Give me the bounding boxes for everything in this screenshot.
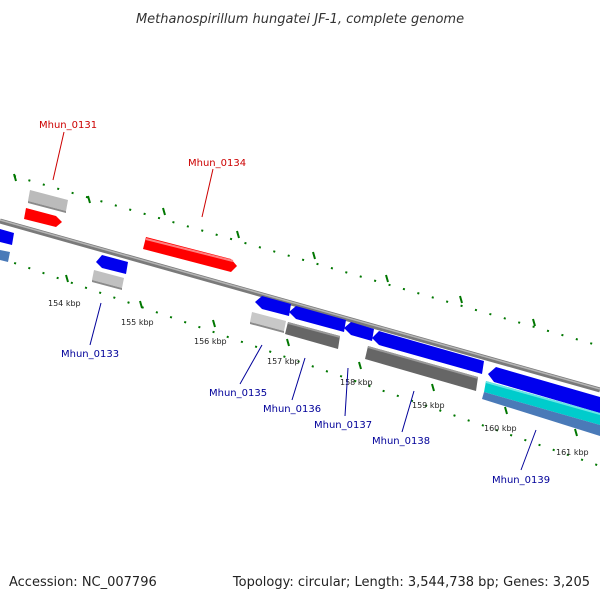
gene-label-mhun-0131[interactable]: Mhun_0131	[39, 120, 97, 131]
major-tick	[13, 173, 17, 182]
forward-cds-boxes	[28, 190, 68, 213]
gene-label-mhun-0135[interactable]: Mhun_0135	[209, 388, 267, 399]
inner-tick-track	[0, 257, 600, 467]
genome-backbone	[0, 218, 600, 393]
tick-labels: 154 kbp 155 kbp 156 kbp 157 kbp 158 kbp …	[48, 299, 589, 457]
tick-label-155: 155 kbp	[121, 318, 154, 327]
gene-label-mhun-0136[interactable]: Mhun_0136	[263, 404, 321, 415]
tick-label-161: 161 kbp	[556, 448, 589, 457]
major-tick	[87, 195, 91, 204]
tick-label-160: 160 kbp	[484, 424, 517, 433]
genome-summary-text: Topology: circular; Length: 3,544,738 bp…	[232, 575, 590, 590]
major-tick	[65, 274, 69, 283]
major-tick	[236, 230, 240, 239]
reverse-genes	[0, 229, 600, 413]
tick-label-154: 154 kbp	[48, 299, 81, 308]
map-title: Methanospirillum hungatei JF-1, complete…	[136, 12, 464, 27]
tick-label-156: 156 kbp	[194, 337, 227, 346]
gene-label-mhun-0138[interactable]: Mhun_0138	[372, 436, 430, 447]
major-tick	[312, 251, 316, 260]
gene-arrow-mhun-0134[interactable]	[143, 237, 237, 272]
gene-arrow-mhun-0131[interactable]	[24, 208, 62, 227]
major-tick	[504, 406, 508, 415]
gene-arrow-mhun-0138[interactable]	[372, 331, 484, 374]
tick-label-158: 158 kbp	[340, 378, 373, 387]
major-tick	[385, 274, 389, 283]
forward-genes	[24, 208, 237, 272]
major-tick	[358, 361, 362, 370]
major-ticks	[13, 173, 578, 437]
accession-text: Accession: NC_007796	[9, 575, 157, 590]
reverse-gene-labels: Mhun_0133 Mhun_0135 Mhun_0136 Mhun_0137 …	[61, 302, 550, 486]
major-tick	[286, 338, 290, 347]
major-tick	[431, 383, 435, 392]
gene-label-mhun-0139[interactable]: Mhun_0139	[492, 475, 550, 486]
tick-label-157: 157 kbp	[267, 357, 300, 366]
tick-label-159: 159 kbp	[412, 401, 445, 410]
gene-arrow-mhun-0137[interactable]	[344, 322, 374, 341]
gene-arrow-mhun-0133[interactable]	[96, 255, 128, 274]
major-tick	[139, 300, 143, 309]
major-tick	[212, 319, 216, 328]
gene-arrow-mhun-0139[interactable]	[488, 367, 600, 413]
reverse-cds-boxes	[0, 250, 600, 436]
gene-arrow-left-edge	[0, 229, 14, 245]
major-tick	[459, 295, 463, 304]
major-tick	[532, 318, 536, 327]
gene-arrow-mhun-0135[interactable]	[255, 296, 291, 316]
gene-label-mhun-0134[interactable]: Mhun_0134	[188, 158, 246, 169]
forward-gene-labels: Mhun_0131 Mhun_0134	[39, 120, 246, 218]
gene-label-mhun-0133[interactable]: Mhun_0133	[61, 349, 119, 360]
major-tick	[574, 428, 578, 437]
gene-label-mhun-0137[interactable]: Mhun_0137	[314, 420, 372, 431]
gene-arrow-mhun-0136[interactable]	[289, 306, 346, 332]
major-tick	[162, 207, 166, 216]
